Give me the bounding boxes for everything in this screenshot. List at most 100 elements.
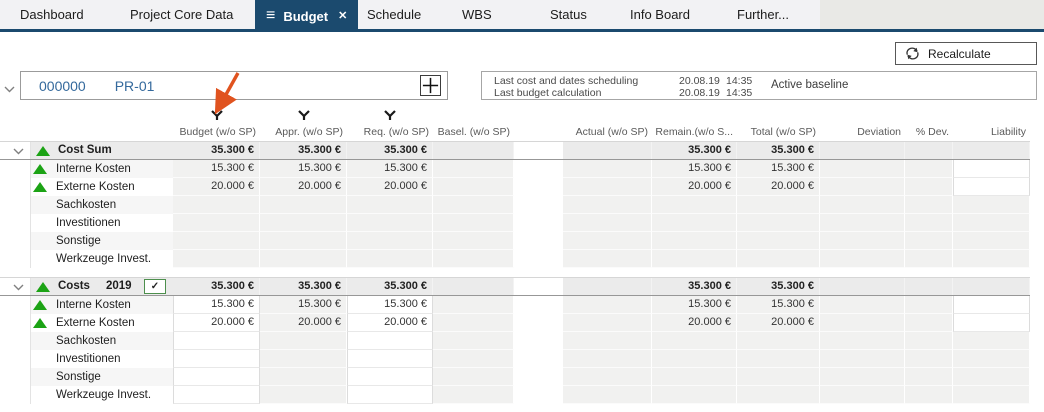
- cell-liability: [953, 142, 1030, 159]
- tab-dashboard[interactable]: Dashboard: [20, 7, 84, 22]
- row-label-cell[interactable]: Werkzeuge Invest.: [30, 386, 173, 404]
- column-gap: [514, 196, 563, 214]
- row-label-cell[interactable]: Sachkosten: [30, 196, 173, 214]
- cell-budget: [173, 250, 260, 268]
- cell-liability[interactable]: [953, 160, 1030, 178]
- column-header-liability[interactable]: Liability: [953, 106, 1030, 140]
- cell-total: [737, 332, 820, 350]
- cell-req[interactable]: [347, 386, 433, 404]
- menu-icon[interactable]: ≡: [266, 7, 276, 24]
- column-header-label: Actual (w/o SP): [575, 126, 648, 138]
- column-header-appr[interactable]: Appr. (w/o SP): [260, 106, 347, 140]
- refresh-icon: [906, 47, 919, 60]
- cell-appr: 20.000 €: [260, 314, 347, 332]
- cell-basel: [433, 142, 514, 159]
- column-header-req[interactable]: Req. (w/o SP): [347, 106, 433, 140]
- row-label-cell[interactable]: Investitionen: [30, 350, 173, 368]
- column-header-budget[interactable]: Budget (w/o SP): [173, 106, 260, 140]
- filter-icon[interactable]: [383, 108, 397, 126]
- header-spacer: [514, 106, 563, 140]
- tab-budget[interactable]: ≡ Budget ✕: [255, 0, 359, 32]
- row-label-cell[interactable]: Investitionen: [30, 214, 173, 232]
- cell-deviation: [820, 368, 905, 386]
- column-gap: [514, 178, 563, 196]
- filter-icon[interactable]: [297, 108, 311, 126]
- cell-req: 20.000 €: [347, 178, 433, 196]
- row-label-cell[interactable]: Werkzeuge Invest.: [30, 250, 173, 268]
- budget-table: Cost Sum 35.300 €35.300 €35.300 €35.300 €…: [0, 141, 1030, 404]
- cell-budget[interactable]: 20.000 €: [173, 314, 260, 332]
- row-label: Sonstige: [56, 234, 101, 247]
- recalculate-button[interactable]: Recalculate: [895, 42, 1037, 65]
- cell-req[interactable]: [347, 368, 433, 386]
- column-header-actual[interactable]: Actual (w/o SP): [563, 106, 652, 140]
- group-title: Costs: [58, 280, 90, 292]
- project-code: PR-01: [114, 77, 155, 94]
- column-header-deviation[interactable]: Deviation: [820, 106, 905, 140]
- row-label-cell[interactable]: Sonstige: [30, 232, 173, 250]
- cell-req[interactable]: [347, 332, 433, 350]
- column-gap: [514, 332, 563, 350]
- column-header-total[interactable]: Total (w/o SP): [737, 106, 820, 140]
- row-label-cell[interactable]: Sachkosten: [30, 332, 173, 350]
- cell-budget[interactable]: [173, 332, 260, 350]
- cell-req: 15.300 €: [347, 160, 433, 178]
- table-row: Werkzeuge Invest.: [0, 250, 1030, 268]
- column-header-basel[interactable]: Basel. (w/o SP): [433, 106, 514, 140]
- cell-req[interactable]: 20.000 €: [347, 314, 433, 332]
- cell-req[interactable]: 15.300 €: [347, 296, 433, 314]
- cell-liability[interactable]: [953, 178, 1030, 196]
- column-gap: [514, 350, 563, 368]
- cell-actual: [563, 350, 652, 368]
- row-label-cell[interactable]: Interne Kosten: [30, 160, 173, 178]
- last-budget-calc-time: 14:35: [726, 87, 753, 99]
- tab-wbs[interactable]: WBS: [462, 7, 492, 22]
- cell-remain: [652, 332, 737, 350]
- cell-budget[interactable]: [173, 368, 260, 386]
- status-up-indicator-icon: [33, 300, 47, 310]
- cell-appr: 15.300 €: [260, 296, 347, 314]
- cell-req[interactable]: [347, 350, 433, 368]
- tab-status[interactable]: Status: [550, 7, 587, 22]
- group-expand-cell[interactable]: [0, 142, 30, 159]
- add-button[interactable]: [420, 75, 441, 96]
- cell-budget[interactable]: [173, 386, 260, 404]
- column-header-label: Total (w/o SP): [750, 126, 816, 138]
- status-up-indicator-icon: [33, 182, 47, 192]
- cell-basel: [433, 178, 514, 196]
- status-up-indicator-icon: [36, 146, 50, 156]
- tab-info-board[interactable]: Info Board: [630, 7, 690, 22]
- row-label-cell[interactable]: Externe Kosten: [30, 178, 173, 196]
- last-scheduling-time: 14:35: [726, 75, 753, 87]
- cell-budget[interactable]: [173, 350, 260, 368]
- cell-actual: [563, 386, 652, 404]
- column-header-pct-dev[interactable]: % Dev.: [905, 106, 953, 140]
- tab-project-core-data[interactable]: Project Core Data: [130, 7, 234, 22]
- project-expand-icon[interactable]: [4, 81, 15, 99]
- close-icon[interactable]: ✕: [338, 9, 348, 22]
- table-row: Werkzeuge Invest.: [0, 386, 1030, 404]
- project-row[interactable]: 000000 PR-01: [20, 71, 448, 100]
- cell-basel: [433, 278, 514, 295]
- cell-budget: [173, 232, 260, 250]
- group-expand-cell[interactable]: [0, 278, 30, 295]
- tab-further[interactable]: Further...: [737, 7, 790, 22]
- filter-icon[interactable]: [210, 108, 224, 126]
- row-lead: [0, 368, 30, 386]
- row-label-cell[interactable]: Sonstige: [30, 368, 173, 386]
- tab-schedule[interactable]: Schedule: [367, 7, 422, 22]
- row-label: Werkzeuge Invest.: [56, 388, 152, 401]
- column-header-remain[interactable]: Remain.(w/o S...: [652, 106, 737, 140]
- cell-liability[interactable]: [953, 296, 1030, 314]
- year-checkbox[interactable]: ✓: [144, 279, 166, 294]
- cell-liability[interactable]: [953, 314, 1030, 332]
- cell-liability: [953, 386, 1030, 404]
- row-label-cell[interactable]: Externe Kosten: [30, 314, 173, 332]
- row-label: Investitionen: [56, 216, 121, 229]
- cell-budget[interactable]: 15.300 €: [173, 296, 260, 314]
- cell-liability: [953, 368, 1030, 386]
- cell-deviation: [820, 142, 905, 159]
- cell-basel: [433, 314, 514, 332]
- row-label-cell[interactable]: Interne Kosten: [30, 296, 173, 314]
- cell-remain: [652, 350, 737, 368]
